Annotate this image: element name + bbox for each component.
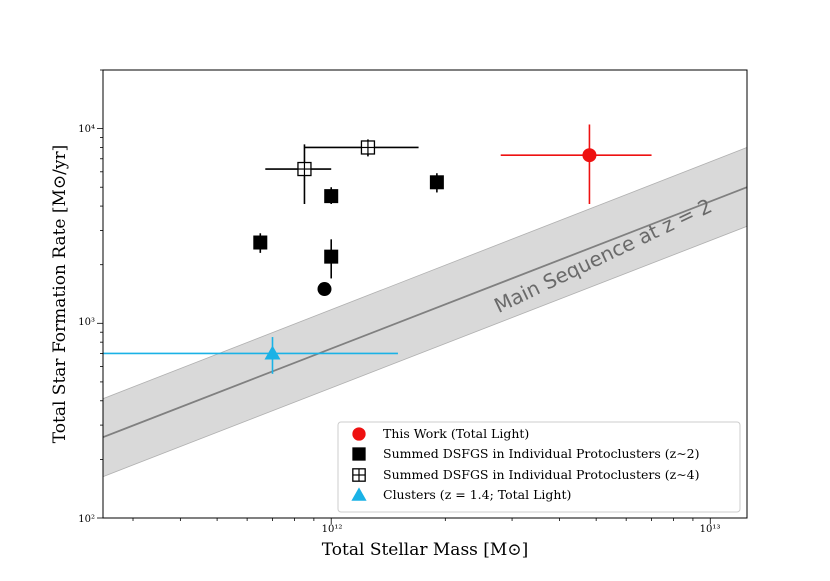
series-0-point-0-marker: [582, 148, 597, 163]
legend-markers: [351, 427, 367, 501]
y-tick-label-1e3: 10³: [78, 317, 95, 328]
series-2-point-0-marker: [317, 282, 332, 297]
series-1-point-0-marker: [253, 235, 268, 250]
legend-frame: [337, 421, 741, 513]
y-tick-label-1e2: 10²: [78, 514, 95, 525]
main-sequence-band: [103, 147, 747, 478]
legend-entry-dsfgs-z2: Summed DSFGS in Individual Protoclusters…: [383, 446, 700, 461]
plot-frame: [102, 69, 748, 519]
x-tick-label-1e13: 10¹³: [700, 524, 721, 535]
series-1-point-3-marker: [429, 175, 444, 190]
series-1-point-2-marker: [324, 249, 339, 264]
legend-marker-1: [352, 447, 366, 461]
legend-entry-this-work: This Work (Total Light): [383, 426, 529, 441]
series-1-point-1-marker: [324, 189, 339, 204]
legend-marker-0: [352, 427, 366, 441]
legend-marker-3: [351, 487, 367, 501]
x-axis-label: Total Stellar Mass [M⊙]: [322, 540, 528, 560]
legend-entry-dsfgs-z4: Summed DSFGS in Individual Protoclusters…: [383, 467, 700, 482]
x-tick-label-1e12: 10¹²: [322, 524, 343, 535]
legend: This Work (Total Light) Summed DSFGS in …: [337, 421, 741, 513]
legend-entry-clusters: Clusters (z = 1.4; Total Light): [383, 487, 571, 502]
y-tick-label-1e4: 10⁴: [78, 124, 95, 135]
series-4-point-0-marker: [264, 345, 281, 360]
main-sequence-line: [103, 186, 747, 439]
data-points: [103, 124, 652, 374]
axis-ticks: [97, 69, 711, 524]
y-axis-label: Total Star Formation Rate [M⊙/yr]: [50, 145, 70, 444]
